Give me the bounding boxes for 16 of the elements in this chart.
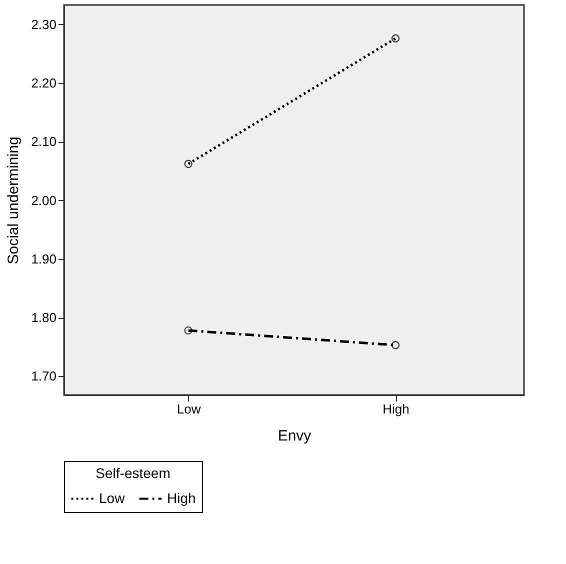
y-tick-label: 2.00 <box>31 192 56 208</box>
point <box>391 34 400 43</box>
y-tick-label: 2.20 <box>31 76 56 90</box>
y-tick-label: 1.70 <box>31 368 56 384</box>
y-tick-label: 1.80 <box>31 310 56 326</box>
legend-label: High <box>167 490 196 506</box>
point <box>184 326 192 335</box>
x-axis-title: Envy <box>278 428 312 444</box>
y-tick-label: 2.30 <box>31 16 56 32</box>
legend-label: Low <box>99 490 126 506</box>
legend-title: Self-esteem <box>96 465 170 481</box>
y-axis-title: Social undermining <box>5 136 22 264</box>
y-tick-label: 1.90 <box>31 251 56 266</box>
point <box>391 341 400 350</box>
y-tick-label: 2.10 <box>31 134 56 150</box>
point <box>184 160 192 168</box>
